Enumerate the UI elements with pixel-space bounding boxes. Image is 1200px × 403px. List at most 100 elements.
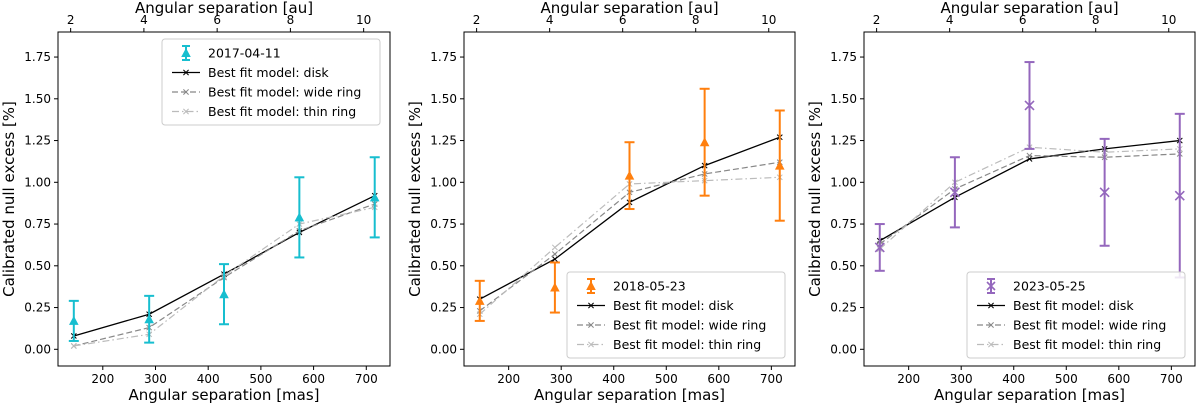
y-tick-label: 1.75 [24, 50, 51, 64]
x2-tick-label: 8 [692, 13, 700, 27]
y-tick-label: 1.25 [830, 134, 857, 148]
x-tick-label: 300 [144, 372, 167, 386]
x-axis-label: Angular separation [mas] [934, 386, 1125, 403]
plot-frame [57, 31, 391, 367]
y-tick-label: 1.75 [830, 50, 857, 64]
legend-handle-marker [588, 341, 594, 348]
x-tick-label: 600 [707, 372, 730, 386]
y-tick-label: 0.25 [830, 301, 857, 315]
y-tick-label: 0.00 [430, 342, 457, 356]
legend-handle-marker [986, 281, 996, 291]
legend-handle-marker [988, 322, 994, 328]
data-point [69, 315, 79, 325]
legend-handle-marker [181, 48, 191, 57]
y-axis-label: Calibrated null excess [%] [806, 101, 824, 297]
x-tick-label: 700 [760, 372, 783, 386]
legend-handle-marker [588, 322, 594, 328]
x2-tick-label: 10 [356, 13, 371, 27]
legend-label: Best fit model: disk [208, 65, 329, 80]
x2-axis-label: Angular separation [au] [135, 0, 313, 17]
x2-axis-label: Angular separation [au] [540, 0, 718, 17]
x-tick-label: 200 [91, 372, 114, 386]
legend-label: 2017-04-11 [208, 46, 281, 61]
x2-tick-label: 2 [67, 13, 75, 27]
legend-box [161, 38, 381, 126]
legend-box [566, 271, 786, 359]
x2-axis-label: Angular separation [au] [940, 0, 1118, 17]
y-tick-label: 1.00 [830, 175, 857, 189]
model-point-dashdot [70, 343, 77, 349]
y-tick-label: 1.75 [430, 50, 457, 64]
model-point-solid [551, 256, 558, 263]
data-point [774, 160, 785, 170]
data-point [144, 314, 154, 324]
x-tick-label: 500 [1055, 372, 1078, 386]
legend-handle-marker [586, 281, 596, 290]
legend-label: Best fit model: wide ring [1013, 318, 1166, 333]
y-tick-label: 0.75 [430, 217, 457, 231]
x-tick-label: 600 [302, 372, 325, 386]
legend-label: Best fit model: wide ring [613, 318, 766, 333]
x-tick-label: 500 [655, 372, 678, 386]
x-tick-label: 400 [1002, 372, 1025, 386]
x-tick-label: 400 [197, 372, 220, 386]
x-tick-label: 300 [550, 372, 573, 386]
x2-tick-label: 6 [1019, 13, 1027, 27]
legend-handle-marker [183, 108, 189, 115]
legend: 2023-05-25 Best fit model: disk Best fit m… [966, 271, 1186, 359]
legend-label: Best fit model: disk [613, 298, 734, 313]
data-point [699, 137, 710, 147]
y-tick-label: 0.50 [830, 259, 857, 273]
x2-tick-label: 6 [619, 13, 627, 27]
data-point [219, 289, 229, 299]
legend-label: Best fit model: disk [1013, 298, 1134, 313]
x2-tick-label: 4 [946, 13, 954, 27]
legend-label: Best fit model: wide ring [208, 85, 361, 100]
plot-frame [463, 31, 796, 367]
legend-handle-marker [183, 89, 189, 95]
legend-label: Best fit model: thin ring [613, 337, 761, 352]
y-tick-label: 0.50 [430, 259, 457, 273]
y-tick-label: 1.50 [24, 92, 51, 106]
data-point [949, 187, 960, 198]
y-tick-label: 0.75 [24, 217, 51, 231]
data-point [294, 212, 305, 222]
model-point-dashdot [551, 244, 558, 251]
y-tick-label: 0.00 [24, 342, 51, 356]
y-tick-label: 0.50 [24, 259, 51, 273]
x-tick-label: 500 [249, 372, 272, 386]
data-point [474, 295, 485, 305]
y-axis-label: Calibrated null excess [%] [0, 101, 18, 297]
x2-tick-label: 4 [546, 13, 554, 27]
y-tick-label: 0.25 [24, 301, 51, 315]
x2-tick-label: 4 [140, 13, 148, 27]
model-point-dashed [551, 251, 558, 258]
legend-handle-marker [988, 302, 994, 309]
y-tick-label: 1.25 [430, 134, 457, 148]
legend-label: 2018-05-23 [613, 279, 686, 294]
legend-handle-marker [588, 302, 594, 309]
x-tick-label: 200 [497, 372, 520, 386]
panel-3: 200 300 400 500 600 700 0.00 0.25 0.50 0.75 1.00 1.… [806, 0, 1196, 403]
y-tick-label: 1.25 [24, 134, 51, 148]
x2-tick-label: 6 [213, 13, 221, 27]
legend: 2018-05-23 Best fit model: disk Best fit m… [566, 271, 786, 359]
x2-tick-label: 8 [1092, 13, 1100, 27]
model-line-dashdot [879, 146, 1180, 250]
y-tick-label: 0.25 [430, 301, 457, 315]
x-tick-label: 600 [1107, 372, 1130, 386]
x2-tick-label: 8 [287, 13, 295, 27]
panel-1: 200 300 400 500 600 700 0.00 0.25 0.50 0.75 1.00 1.… [0, 0, 391, 403]
x2-tick-label: 10 [1161, 13, 1176, 27]
x-tick-label: 700 [1160, 372, 1183, 386]
data-point [624, 170, 635, 180]
legend-box [966, 271, 1186, 359]
data-point [369, 192, 380, 202]
y-tick-label: 1.50 [830, 92, 857, 106]
legend-handle-marker [183, 69, 189, 76]
model-point-dashed [1026, 152, 1033, 159]
y-tick-label: 1.00 [24, 175, 51, 189]
plot-frame [863, 31, 1196, 367]
y-tick-label: 0.75 [830, 217, 857, 231]
legend: 2017-04-11 Best fit model: disk Best fit m… [161, 38, 381, 126]
